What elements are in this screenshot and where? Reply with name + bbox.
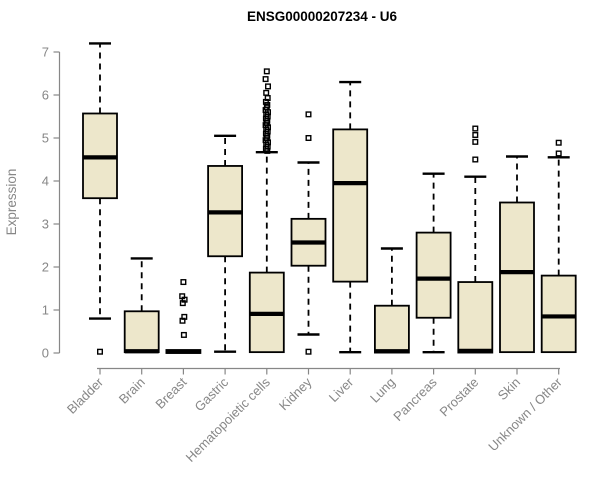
outlier-point: [472, 138, 479, 145]
box-bladder: [82, 42, 118, 355]
box-skin: [499, 155, 535, 354]
box-pancreas: [415, 172, 452, 354]
iqr-box: [457, 281, 494, 354]
x-tick-label: Bladder: [64, 374, 107, 417]
outlier-point: [472, 156, 479, 163]
box-hematopoietic-cells: [248, 68, 285, 354]
outlier-point: [263, 68, 270, 75]
outlier-point: [472, 131, 479, 138]
x-tick-label: Breast: [152, 374, 189, 411]
x-tick-label: Brain: [116, 375, 148, 407]
iqr-box: [540, 274, 577, 354]
outlier-point: [96, 348, 103, 355]
outlier-point: [262, 76, 269, 83]
outlier-point: [555, 150, 562, 157]
outlier-point: [263, 89, 270, 96]
outlier-point: [265, 83, 272, 90]
outlier-point: [305, 348, 312, 355]
chart-title: ENSG00000207234 - U6: [247, 9, 398, 24]
x-tick-label: Kidney: [276, 374, 315, 413]
boxes: [82, 42, 577, 355]
x-tick-label: Skin: [495, 375, 523, 403]
outlier-point: [179, 300, 186, 307]
y-tick-label: 3: [42, 217, 49, 232]
x-tick-label: Unknown / Other: [485, 374, 565, 454]
iqr-box: [415, 231, 452, 319]
x-tick-label: Lung: [367, 375, 398, 406]
iqr-box: [332, 128, 369, 283]
box-breast: [165, 279, 202, 354]
outlier-point: [305, 134, 312, 141]
box-liver: [332, 80, 369, 354]
y-tick-label: 7: [42, 45, 49, 60]
y-tick-label: 5: [42, 131, 49, 146]
y-tick-label: 2: [42, 260, 49, 275]
outlier-point: [472, 125, 479, 132]
outlier-point: [264, 147, 271, 154]
outlier-point: [305, 111, 312, 118]
y-tick-label: 0: [42, 346, 49, 361]
x-tick-label: Prostate: [437, 375, 482, 420]
outlier-point: [555, 139, 562, 146]
box-brain: [123, 257, 160, 354]
iqr-box: [499, 201, 535, 354]
x-tick-label: Gastric: [192, 374, 232, 414]
x-tick-label: Pancreas: [390, 374, 440, 424]
iqr-box: [123, 310, 160, 354]
box-unknown-other: [540, 139, 577, 354]
y-tick-label: 6: [42, 88, 49, 103]
box-kidney: [290, 111, 327, 355]
y-axis-label: Expression: [4, 169, 19, 236]
iqr-box: [373, 304, 410, 354]
box-lung: [373, 247, 410, 354]
outlier-point: [262, 98, 269, 105]
outlier-point: [180, 279, 187, 286]
x-tick-label: Liver: [326, 374, 357, 405]
box-prostate: [457, 125, 494, 354]
outlier-point: [179, 317, 186, 324]
box-gastric: [207, 134, 244, 353]
outlier-point: [180, 331, 187, 338]
y-tick-label: 1: [42, 303, 49, 318]
y-tick-label: 4: [42, 174, 49, 189]
